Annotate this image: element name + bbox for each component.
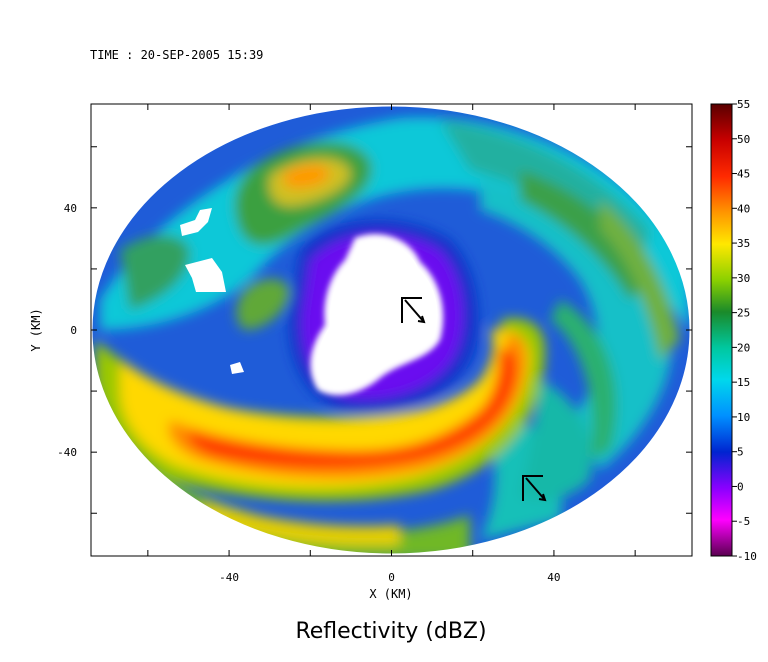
colorbar bbox=[710, 103, 733, 557]
colorbar-tick-label: 45 bbox=[737, 168, 750, 181]
reflectivity-caption: Reflectivity (dBZ) bbox=[295, 619, 486, 644]
colorbar-tick-label: 15 bbox=[737, 376, 750, 389]
y-axis-label: Y (KM) bbox=[29, 308, 43, 351]
y-tick-label: 0 bbox=[70, 324, 77, 337]
x-axis-label: X (KM) bbox=[369, 587, 412, 601]
colorbar-tick-label: 35 bbox=[737, 237, 750, 250]
colorbar-tick-label: 50 bbox=[737, 133, 750, 146]
colorbar-tick-label: 30 bbox=[737, 272, 750, 285]
y-tick-label: 40 bbox=[64, 202, 77, 215]
colorbar-tick-label: -5 bbox=[737, 515, 750, 528]
x-tick-label: -40 bbox=[219, 571, 239, 584]
radar-marker-1 bbox=[401, 297, 426, 324]
colorbar-tick-label: 40 bbox=[737, 202, 750, 215]
time-label: TIME : 20-SEP-2005 15:39 bbox=[90, 48, 263, 62]
colorbar-tick-label: 10 bbox=[737, 411, 750, 424]
y-tick-label: -40 bbox=[57, 446, 77, 459]
colorbar-tick-label: -10 bbox=[737, 550, 757, 563]
colorbar-tick-label: 25 bbox=[737, 307, 750, 320]
colorbar-tick-label: 5 bbox=[737, 446, 744, 459]
radar-echo-disk bbox=[92, 106, 690, 554]
x-tick-label: 0 bbox=[388, 571, 395, 584]
x-tick-label: 40 bbox=[547, 571, 560, 584]
radar-marker-2 bbox=[522, 475, 547, 502]
colorbar-tick-label: 0 bbox=[737, 480, 744, 493]
axes: -40 0 40 40 0 -40 bbox=[57, 104, 692, 584]
colorbar-tick-label: 55 bbox=[737, 98, 750, 111]
colorbar-tick-label: 20 bbox=[737, 341, 750, 354]
